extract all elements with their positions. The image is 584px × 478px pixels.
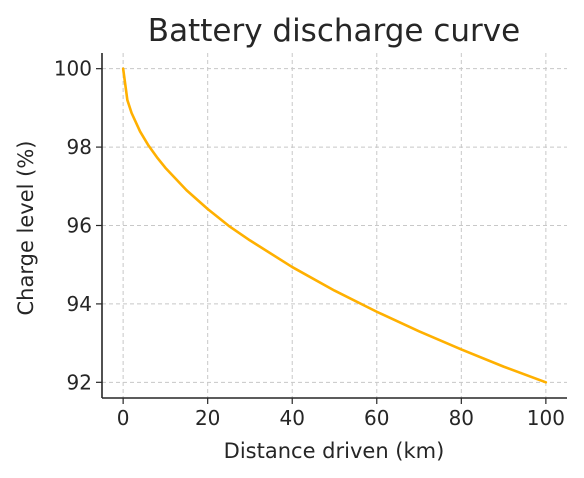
axes bbox=[96, 53, 567, 404]
chart-title: Battery discharge curve bbox=[148, 13, 520, 49]
y-axis-label: Charge level (%) bbox=[14, 141, 38, 316]
y-tick-label: 92 bbox=[67, 370, 92, 394]
x-tick-label: 20 bbox=[195, 406, 220, 430]
x-tick-label: 40 bbox=[280, 406, 305, 430]
x-tick-label: 100 bbox=[527, 406, 565, 430]
x-tick-label: 80 bbox=[449, 406, 474, 430]
y-tick-label: 100 bbox=[54, 57, 92, 81]
x-tick-label: 0 bbox=[117, 406, 130, 430]
tick-labels: 0 20 40 60 80 100 92 94 96 98 100 bbox=[54, 57, 565, 430]
series-line bbox=[121, 67, 548, 384]
y-tick-label: 98 bbox=[67, 135, 92, 159]
grid bbox=[102, 53, 567, 398]
y-tick-label: 96 bbox=[67, 214, 92, 238]
x-tick-label: 60 bbox=[364, 406, 389, 430]
y-tick-label: 94 bbox=[67, 292, 92, 316]
series-layer bbox=[121, 67, 548, 384]
x-axis-label: Distance driven (km) bbox=[224, 439, 445, 463]
